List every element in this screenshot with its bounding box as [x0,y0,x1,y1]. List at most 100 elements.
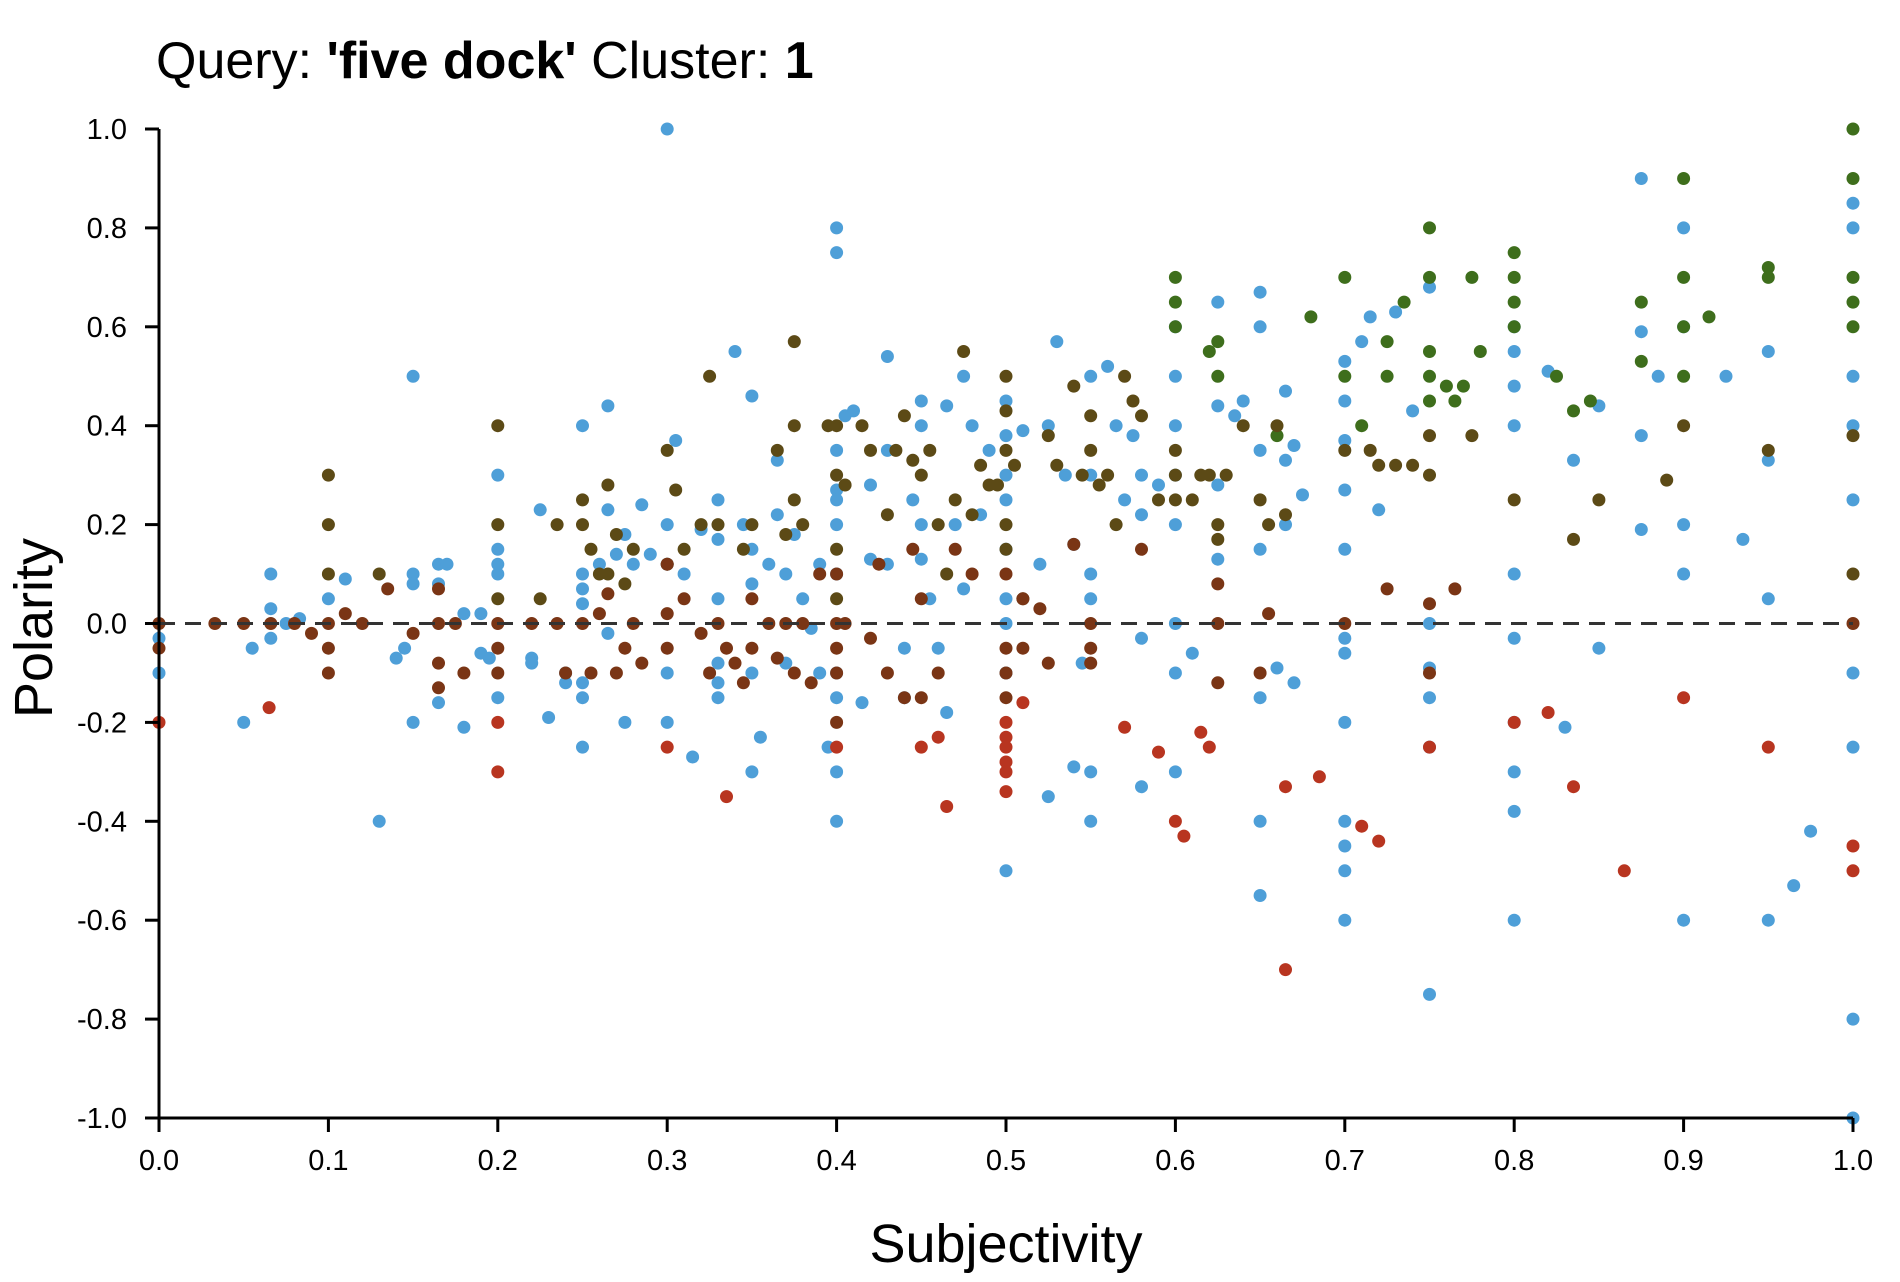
point-blue-47 [601,503,615,517]
point-blue-201 [1372,503,1386,517]
x-tick-label: 0.3 [647,1145,687,1177]
point-olive-34 [830,419,844,433]
point-blue-13 [398,641,412,655]
y-tick-label: -1.0 [77,1103,127,1135]
point-blue-248 [1846,666,1860,680]
point-brown-8 [321,641,335,655]
point-brown-52 [813,567,827,581]
point-olive-87 [1270,419,1284,433]
point-blue-2 [237,715,251,729]
point-olive-24 [711,518,725,532]
point-green-0 [1168,270,1182,284]
point-red-23 [1279,780,1292,794]
y-tick-label: 0.0 [87,609,127,641]
point-red-34 [1761,740,1775,754]
point-olive-4 [491,419,505,433]
point-blue-182 [1279,453,1292,467]
point-blue-99 [830,814,844,828]
point-red-28 [1423,740,1436,754]
y-tick-label: 0.6 [87,312,127,344]
point-brown-43 [736,676,750,690]
point-olive-45 [914,468,928,482]
x-tick-label: 0.2 [478,1145,518,1177]
point-blue-97 [830,691,844,705]
point-brown-84 [1211,676,1225,690]
y-axis-label: Polarity [4,538,64,718]
point-blue-54 [643,547,657,561]
point-brown-55 [830,641,844,655]
point-blue-76 [745,765,759,779]
point-brown-53 [830,567,844,581]
point-green-16 [1423,345,1436,358]
point-green-18 [1423,394,1436,408]
point-blue-136 [1041,419,1055,433]
point-blue-141 [1067,760,1081,774]
point-blue-238 [1761,453,1775,467]
point-green-41 [1846,172,1860,185]
point-blue-6 [264,631,278,645]
point-red-10 [999,715,1013,729]
point-olive-2 [321,567,335,581]
point-blue-105 [880,350,894,363]
point-blue-211 [1507,345,1521,358]
point-olive-67 [1084,443,1098,457]
point-blue-53 [635,498,649,512]
point-red-12 [999,740,1013,754]
point-blue-26 [482,651,496,665]
point-blue-218 [1507,804,1521,818]
point-brown-86 [1262,607,1276,621]
point-blue-197 [1338,864,1352,878]
point-brown-30 [609,666,623,680]
point-blue-102 [855,696,869,710]
point-blue-35 [542,711,556,724]
point-blue-9 [321,592,335,606]
point-blue-247 [1846,493,1860,507]
point-blue-190 [1338,483,1352,497]
point-olive-78 [1185,493,1199,507]
point-green-33 [1677,172,1691,185]
point-brown-57 [830,715,844,729]
point-green-40 [1846,122,1860,136]
y-tick-label: 0.4 [87,411,127,443]
title-cluster: 1 [785,32,814,90]
point-red-18 [1152,745,1165,759]
point-blue-139 [1058,468,1072,482]
point-olive-13 [601,567,615,581]
point-blue-114 [914,552,928,566]
point-blue-49 [609,547,623,561]
point-green-27 [1507,320,1521,334]
point-blue-15 [406,567,420,581]
point-brown-78 [1084,617,1098,630]
point-blue-77 [753,730,767,744]
point-blue-192 [1338,631,1352,645]
point-blue-214 [1507,567,1521,581]
point-blue-111 [914,394,928,408]
point-green-31 [1634,295,1648,309]
point-olive-39 [855,419,869,433]
point-olive-43 [897,409,911,423]
point-olive-10 [576,518,589,532]
point-brown-25 [559,666,573,680]
point-olive-89 [1338,443,1352,457]
point-blue-70 [728,345,742,358]
point-blue-167 [1211,295,1225,309]
point-brown-47 [770,651,784,665]
point-olive-69 [1101,468,1115,482]
point-blue-89 [830,221,844,235]
point-blue-172 [1236,394,1250,408]
point-brown-83 [1211,617,1225,630]
y-tick-label: 0.8 [87,213,127,245]
point-blue-117 [940,399,954,413]
point-red-36 [1846,864,1860,878]
point-blue-168 [1211,399,1225,413]
point-red-24 [1279,963,1292,977]
point-olive-82 [1211,532,1225,546]
axes: 0.0 0.1 0.2 0.3 0.4 0.5 0.6 0.7 0.8 0.9 1.0 1.0 0.8 0… [77,114,1873,1177]
point-olive-40 [864,443,877,457]
point-brown-61 [880,666,894,680]
point-olive-21 [677,542,691,556]
point-green-17 [1423,369,1436,383]
point-brown-38 [694,626,708,640]
point-olive-91 [1372,458,1386,472]
point-blue-40 [576,582,589,596]
